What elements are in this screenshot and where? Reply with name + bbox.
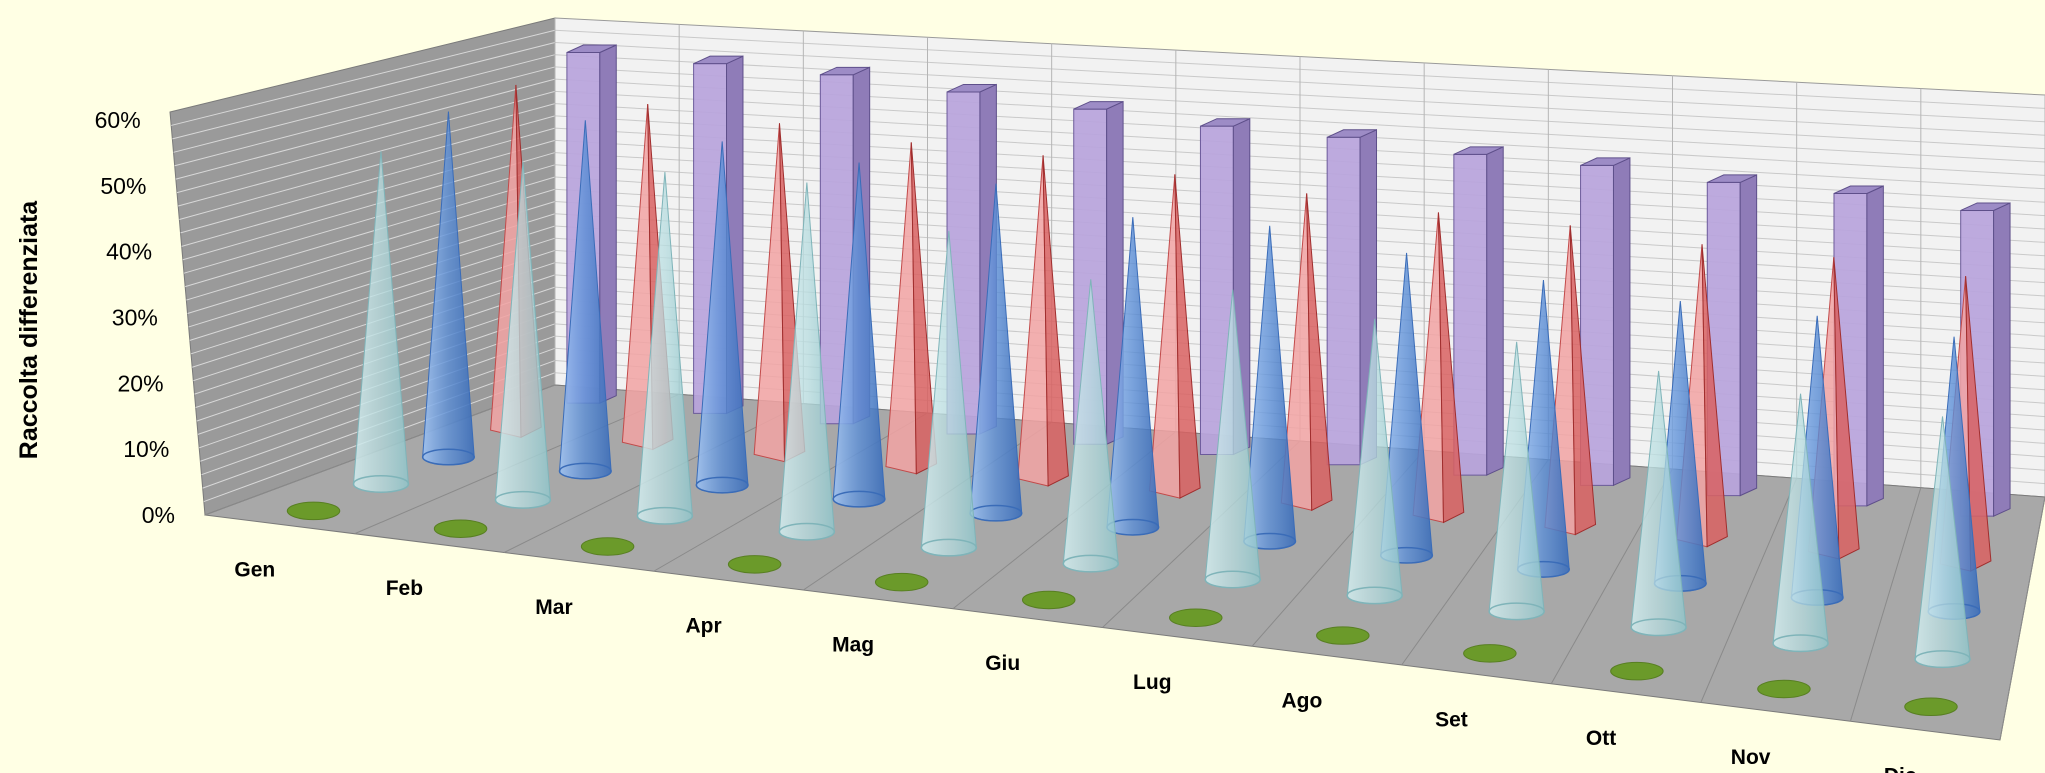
floor-divider [1999, 496, 2045, 741]
x-tick-label: Gen [234, 558, 275, 581]
disc-mark [286, 501, 341, 521]
cone-base [1346, 586, 1403, 605]
disc-mark [1169, 608, 1223, 628]
cone-base [1630, 618, 1687, 637]
x-tick-label: Mag [832, 633, 874, 656]
x-tick-label: Nov [1731, 746, 1771, 769]
bar-top [1580, 157, 1631, 166]
side-gridline [178, 103, 556, 207]
disc-mark [433, 519, 488, 538]
pyramid-face-right [1306, 193, 1333, 512]
side-gridline [181, 139, 556, 247]
disc-mark [1021, 590, 1076, 610]
cone-base [1204, 570, 1261, 589]
x-tick-label: Apr [685, 615, 721, 638]
bar-side [1486, 146, 1504, 476]
side-gridline [182, 152, 556, 261]
bar-front [1326, 136, 1361, 466]
y-tick-label: 30% [112, 305, 158, 331]
side-gridline [180, 127, 556, 234]
x-tick-label: Mar [535, 596, 572, 619]
x-tick-label: Ago [1281, 690, 1322, 713]
side-gridline [179, 115, 556, 220]
bar-top [946, 83, 997, 93]
disc-mark [1610, 661, 1664, 681]
bar-side [1612, 157, 1631, 487]
cone-base [1914, 650, 1971, 669]
cone-base [636, 506, 694, 525]
cone-base [1488, 602, 1545, 621]
floor-divider [1849, 487, 1922, 722]
side-gridline [171, 29, 556, 126]
x-tick-label: Dic [1884, 765, 1917, 773]
side-gridline [172, 41, 556, 140]
bar-top [820, 66, 870, 76]
bar-front [1453, 153, 1488, 476]
pyramid-face-right [1437, 212, 1465, 524]
bar-top [1073, 101, 1124, 110]
cone-base [421, 448, 475, 466]
disc-mark [1316, 626, 1370, 645]
disc-mark [1463, 644, 1517, 663]
y-axis-label: Raccolta differenziata [15, 200, 43, 460]
y-tick-label: 0% [142, 502, 175, 528]
x-tick-label: Set [1435, 708, 1468, 731]
bar-top [1833, 185, 1884, 194]
cone-base [695, 476, 749, 494]
side-gridline [174, 66, 556, 167]
disc-mark [1757, 679, 1811, 699]
y-tick-label: 40% [106, 239, 152, 265]
y-tick-label: 20% [118, 370, 164, 396]
bar-side [1866, 185, 1884, 507]
disc-mark [580, 537, 635, 556]
x-axis-ticks: Gen Feb Mar Apr Mag Giu Lug Ago Set Ott Nov Dic [234, 558, 1916, 773]
bar-top [693, 55, 744, 65]
pyramid-face-right [1042, 155, 1069, 487]
cone-base [558, 462, 612, 480]
side-gridline [176, 90, 556, 194]
cone-base [494, 490, 552, 509]
side-gridline [173, 54, 556, 153]
disc-mark [874, 572, 929, 592]
pyramid-face-right [1833, 257, 1860, 560]
cone-base [920, 538, 978, 557]
pyramid-face-right [1965, 276, 1992, 572]
bar-top [566, 44, 617, 53]
pyramid-face-right [1569, 225, 1597, 536]
chart-marks [286, 44, 2011, 717]
cone-base [352, 474, 410, 493]
bar-top [1960, 202, 2011, 211]
bar-side [1739, 174, 1758, 497]
side-gridline [175, 78, 556, 180]
disc-mark [727, 555, 782, 574]
side-gridline [185, 176, 556, 288]
pyramid-face-right [1174, 174, 1201, 499]
pyramid-face-right [1701, 244, 1728, 548]
floor-divider [1700, 478, 1798, 703]
cone-base [1062, 554, 1120, 573]
x-tick-label: Ott [1586, 727, 1616, 750]
y-axis-ticks: 0% 10% 20% 30% 40% 50% 60% [95, 107, 175, 528]
y-tick-label: 60% [95, 107, 141, 133]
side-gridline [187, 201, 556, 314]
side-gridline [186, 188, 556, 301]
cone-base [1772, 634, 1829, 653]
bar-top [1200, 118, 1251, 127]
cone-base [832, 490, 886, 508]
disc-mark [1904, 697, 1958, 717]
bar-top [1707, 174, 1757, 183]
y-tick-label: 50% [100, 173, 146, 199]
pyramid-face-right [910, 142, 938, 475]
bar-side [1993, 202, 2011, 517]
y-tick-label: 10% [123, 436, 169, 462]
side-gridline [183, 164, 556, 274]
bar-top [1453, 146, 1504, 155]
x-tick-label: Feb [386, 577, 423, 600]
x-tick-label: Lug [1133, 671, 1171, 694]
bar-top [1326, 129, 1377, 138]
cone-base [778, 522, 836, 541]
x-tick-label: Giu [985, 652, 1020, 675]
